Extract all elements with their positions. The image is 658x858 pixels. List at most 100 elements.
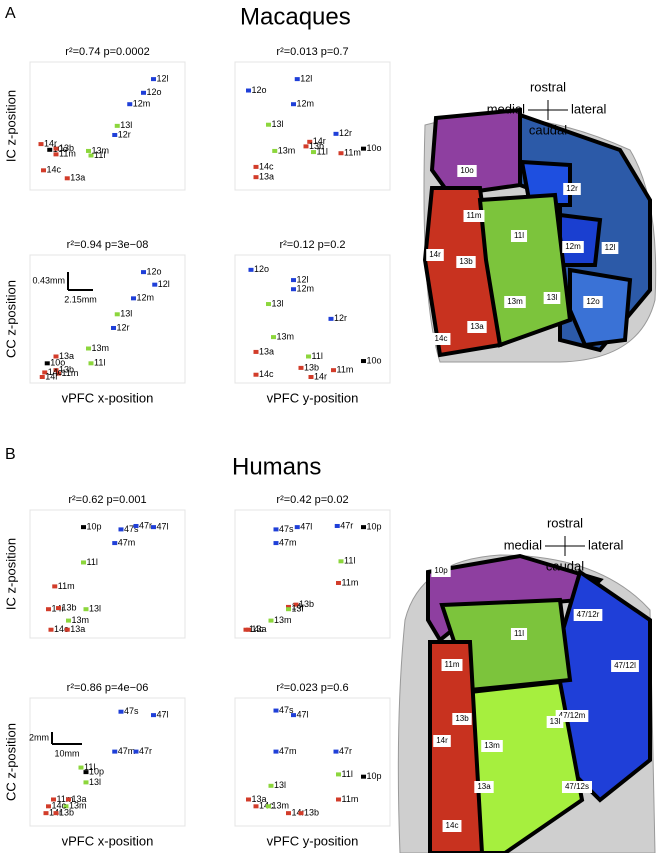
point-label: 10o [367,355,382,365]
point [88,153,94,158]
point [56,371,61,376]
chart-title: r²=0.12 p=0.2 [279,239,345,251]
region-label: 10o [460,166,474,175]
point-label: 13a [252,794,267,804]
panel-letter: A [5,5,16,22]
point-label: 47s [124,706,139,716]
region-label-box [433,735,451,747]
region-label-box [611,660,639,672]
point-label: 13b [59,143,74,153]
region-label: 11m [445,660,460,669]
region-label-box [426,249,444,261]
point [293,602,299,607]
point [52,584,58,589]
region-label-box [562,241,584,253]
human-brain [397,553,656,855]
point-label: 12m [297,99,315,109]
point-label: 13m [69,801,87,811]
point-label: 11l [342,769,353,779]
point-label: 13a [259,346,274,356]
point [248,267,254,272]
point [268,783,274,788]
point-label: 12r [117,322,130,332]
point [42,370,48,375]
point-label: 14r [45,371,58,381]
point [273,541,279,546]
point [253,349,259,354]
y-axis-label: CC z-position [3,723,18,801]
region-label: 13b [459,257,473,266]
point-label: 14r [313,136,326,146]
point [152,282,158,287]
chart-title: r²=0.42 p=0.02 [276,494,348,506]
region-label-box [601,242,619,254]
point-label: 12r [118,129,131,139]
point-label: 14c [52,801,67,811]
orientation-label: rostral [547,515,583,530]
point-label: 14c [47,165,62,175]
point-label: 13l [120,120,132,130]
point-label: 12r [339,128,352,138]
region-label: 11l [514,629,524,638]
region-label: 14c [446,821,459,830]
region-label-box [561,781,593,793]
point [133,749,139,754]
region [519,159,572,207]
point-label: 47m [279,746,297,756]
region-label-box [463,210,485,222]
point [286,607,291,612]
point [39,375,45,379]
point-label: 11l [94,150,105,160]
point-label: 13a [72,794,87,804]
point-label: 14c [249,624,264,634]
point [44,361,50,366]
point [336,772,341,777]
point-label: 12m [297,284,315,294]
panel-title: Macaques [240,3,351,30]
point-label: 13m [72,615,90,625]
point-label: 12o [252,85,267,95]
region-label: 12m [565,242,581,251]
plot-area [29,697,186,827]
plot-area [29,61,186,191]
region-label-box [504,296,526,308]
point-label: 47m [118,537,136,547]
region-label-box [452,713,472,725]
point-label: 12m [133,99,151,109]
point-label: 14r [314,371,327,381]
point [118,709,124,714]
point [112,541,118,546]
region-label-box [510,230,528,242]
point [66,618,71,623]
point [286,811,291,816]
point [266,302,271,307]
point [303,144,309,149]
point-label: 10o [53,144,68,154]
x-axis-label: vPFC x-position [62,390,154,405]
point [53,368,59,373]
point [53,146,59,151]
region [477,192,573,348]
point-label: 10p [87,521,102,531]
region-label: 13a [470,322,484,331]
region-label-box [431,333,451,345]
point [151,713,156,718]
point-label: 13l [272,119,284,129]
point [88,361,94,366]
point-label: 11m [59,149,76,159]
point [333,131,339,136]
panel-title: Humans [232,453,321,480]
chart-title: r²=0.013 p=0.7 [276,46,348,58]
region-label: 47/12l [614,661,636,670]
point [271,335,276,340]
point [253,372,259,377]
point [151,77,156,82]
point [307,139,313,144]
point-label: 12r [334,313,347,323]
region-label-box [583,296,603,308]
point-label: 47l [300,521,312,531]
point-label: 13a [252,624,267,634]
point-label: 13b [59,808,74,818]
point-label: 47s [279,524,294,534]
